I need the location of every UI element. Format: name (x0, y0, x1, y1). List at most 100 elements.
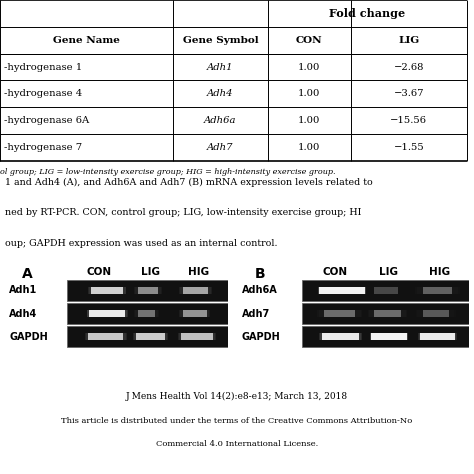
Bar (367, 310, 407, 317)
Bar (67, 326, 228, 347)
Bar (322, 333, 359, 340)
Bar (324, 310, 356, 317)
Text: CON: CON (323, 267, 348, 277)
Bar (67, 303, 228, 324)
Bar (91, 287, 123, 294)
Bar (87, 310, 127, 317)
Bar (369, 310, 406, 317)
Bar (370, 333, 408, 340)
Bar (179, 287, 211, 294)
Bar (183, 287, 208, 294)
Text: A: A (22, 267, 32, 281)
Bar (369, 287, 402, 294)
Bar (89, 310, 125, 317)
Bar (319, 287, 365, 294)
Text: −2.68: −2.68 (393, 63, 424, 72)
Bar (180, 310, 209, 317)
Text: GAPDH: GAPDH (242, 332, 281, 342)
Text: -hydrogenase 6A: -hydrogenase 6A (4, 116, 89, 125)
Bar (423, 310, 449, 317)
Bar (416, 310, 456, 317)
Bar (417, 310, 454, 317)
Bar (85, 333, 126, 340)
Text: LIG: LIG (380, 267, 399, 277)
Text: −1.55: −1.55 (393, 143, 424, 152)
Bar (372, 333, 407, 340)
Text: 1.00: 1.00 (298, 63, 320, 72)
Bar (302, 326, 469, 347)
Bar (133, 333, 168, 340)
Text: B: B (255, 267, 265, 281)
Text: Adh7: Adh7 (242, 309, 270, 319)
Bar (423, 287, 452, 294)
Bar (135, 310, 158, 317)
Text: Gene Symbol: Gene Symbol (182, 36, 258, 45)
Bar (179, 310, 210, 317)
Text: -hydrogenase 7: -hydrogenase 7 (4, 143, 82, 152)
Text: Adh6a: Adh6a (204, 116, 237, 125)
Text: 1 and Adh4 (A), and Adh6A and Adh7 (B) mRNA expression levels related to: 1 and Adh4 (A), and Adh6A and Adh7 (B) m… (5, 178, 373, 187)
Text: Commercial 4.0 International License.: Commercial 4.0 International License. (156, 440, 318, 448)
Text: −15.56: −15.56 (390, 116, 428, 125)
Bar (136, 333, 165, 340)
Bar (317, 310, 362, 317)
Text: GAPDH: GAPDH (9, 332, 48, 342)
Bar (417, 287, 458, 294)
Bar (420, 333, 455, 340)
Bar (179, 333, 216, 340)
Bar (318, 287, 366, 294)
Text: HIG: HIG (428, 267, 450, 277)
Text: -hydrogenase 4: -hydrogenase 4 (4, 90, 82, 99)
Text: 1.00: 1.00 (298, 116, 320, 125)
Bar (135, 287, 161, 294)
Bar (134, 333, 167, 340)
Text: LIG: LIG (141, 267, 160, 277)
Text: HIG: HIG (188, 267, 209, 277)
Text: This article is distributed under the terms of the Creative Commons Attribution-: This article is distributed under the te… (61, 417, 413, 425)
Text: Adh4: Adh4 (9, 309, 37, 319)
Bar (415, 287, 460, 294)
Bar (89, 287, 126, 294)
Text: CON: CON (296, 36, 323, 45)
Bar (182, 310, 207, 317)
Bar (418, 333, 457, 340)
Text: LIG: LIG (398, 36, 419, 45)
Text: ned by RT-PCR. CON, control group; LIG, low-intensity exercise group; HI: ned by RT-PCR. CON, control group; LIG, … (5, 208, 361, 217)
Text: −3.67: −3.67 (393, 90, 424, 99)
Bar (320, 333, 361, 340)
Text: -hydrogenase 1: -hydrogenase 1 (4, 63, 82, 72)
Bar (134, 310, 159, 317)
Bar (374, 310, 401, 317)
Text: Adh7: Adh7 (207, 143, 234, 152)
Bar (319, 287, 366, 294)
Bar (88, 287, 127, 294)
Bar (370, 333, 408, 340)
Bar (419, 333, 456, 340)
Bar (138, 310, 155, 317)
Bar (178, 333, 216, 340)
Text: 1.00: 1.00 (298, 90, 320, 99)
Bar (134, 287, 162, 294)
Text: Adh1: Adh1 (207, 63, 234, 72)
Bar (367, 287, 404, 294)
Text: J Mens Health Vol 14(2):e8-e13; March 13, 2018: J Mens Health Vol 14(2):e8-e13; March 13… (126, 392, 348, 401)
Text: 1.00: 1.00 (298, 143, 320, 152)
Bar (67, 280, 228, 301)
Bar (87, 310, 128, 317)
Bar (302, 280, 469, 301)
Text: ol group; LIG = low-intensity exercise group; HIG = high-intensity exercise grou: ol group; LIG = low-intensity exercise g… (0, 168, 336, 176)
Text: oup; GAPDH expression was used as an internal control.: oup; GAPDH expression was used as an int… (5, 238, 277, 247)
Text: Fold change: Fold change (329, 8, 405, 19)
Text: CON: CON (87, 267, 112, 277)
Text: Adh4: Adh4 (207, 90, 234, 99)
Text: Gene Name: Gene Name (53, 36, 120, 45)
Text: Adh6A: Adh6A (242, 285, 277, 295)
Bar (302, 303, 469, 324)
Bar (181, 333, 213, 340)
Bar (374, 287, 398, 294)
Bar (85, 333, 127, 340)
Bar (319, 310, 361, 317)
Text: Adh1: Adh1 (9, 285, 37, 295)
Bar (180, 287, 211, 294)
Bar (319, 333, 362, 340)
